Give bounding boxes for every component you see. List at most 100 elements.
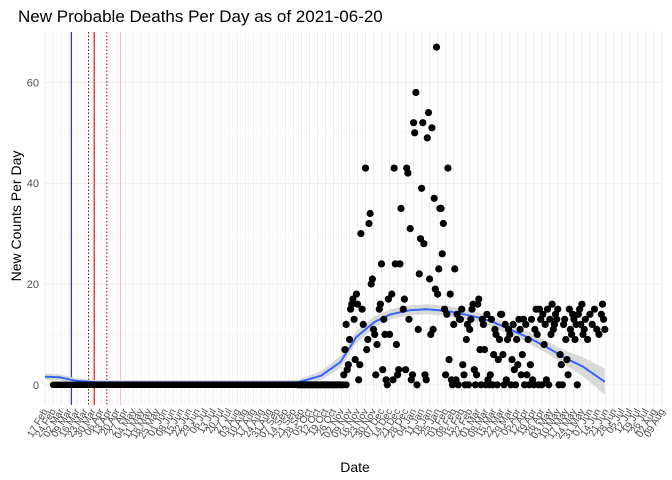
data-point [454, 381, 462, 389]
data-point [422, 376, 430, 384]
data-point [361, 164, 370, 172]
data-point [539, 310, 547, 318]
data-point [388, 290, 396, 298]
chart-title: New Probable Deaths Per Day as of 2021-0… [18, 7, 383, 26]
data-point [435, 265, 443, 273]
data-point [443, 310, 451, 318]
data-point [404, 169, 412, 177]
data-point [490, 351, 498, 359]
data-point [439, 219, 447, 228]
data-point [573, 381, 581, 389]
data-point [517, 371, 525, 379]
data-point [471, 381, 479, 389]
data-point [408, 371, 417, 379]
data-point [535, 305, 544, 313]
data-point [545, 381, 553, 389]
data-point [430, 194, 438, 202]
data-point [344, 361, 352, 369]
data-point [411, 129, 419, 137]
data-point [399, 305, 407, 313]
data-point [499, 351, 507, 359]
data-point [371, 330, 379, 338]
data-point [456, 315, 465, 323]
y-tick-label: 20 [27, 279, 39, 291]
data-point [429, 325, 437, 333]
data-point [405, 315, 413, 323]
data-point [419, 119, 427, 127]
data-point [494, 356, 502, 364]
data-point [548, 300, 556, 308]
data-point [581, 315, 589, 323]
data-point [413, 381, 421, 389]
data-point [412, 88, 420, 97]
data-point [349, 295, 357, 303]
data-point [368, 275, 376, 283]
data-point [584, 335, 592, 344]
data-point [342, 381, 350, 389]
confidence-band [45, 304, 605, 395]
x-axis-label: Date [340, 459, 370, 475]
data-point [509, 320, 517, 328]
data-point [396, 260, 404, 268]
data-point [558, 381, 567, 389]
data-point [473, 371, 481, 379]
data-point [595, 330, 603, 338]
data-point [420, 240, 428, 248]
data-point [356, 361, 364, 369]
data-point [543, 305, 552, 313]
y-tick-label: 0 [33, 380, 39, 392]
grid [44, 31, 663, 405]
data-point [511, 381, 520, 389]
data-point [357, 230, 365, 238]
data-point [526, 361, 535, 369]
data-point [540, 340, 548, 349]
data-point [553, 315, 561, 323]
data-point [493, 381, 501, 389]
data-point [397, 204, 405, 212]
smooth-band [45, 304, 605, 395]
data-points [49, 43, 609, 389]
data-point [498, 310, 506, 318]
data-point [527, 315, 536, 323]
data-point [486, 371, 494, 379]
y-tick-label: 60 [27, 77, 39, 89]
data-point [423, 134, 431, 142]
data-point [546, 315, 554, 323]
data-point [556, 351, 564, 359]
data-point [400, 295, 408, 303]
data-point [364, 335, 372, 344]
data-point [495, 335, 504, 344]
data-point [487, 315, 495, 323]
data-point [410, 119, 418, 127]
data-point [462, 335, 470, 344]
data-point [464, 381, 473, 389]
data-point [390, 164, 398, 172]
data-point [352, 290, 360, 298]
data-point [351, 356, 359, 364]
data-point [386, 330, 394, 338]
data-point [406, 225, 414, 233]
data-point [510, 366, 518, 374]
data-point [372, 371, 380, 379]
data-point [601, 325, 609, 333]
data-point [523, 371, 531, 379]
data-point [376, 300, 384, 308]
data-point [434, 290, 442, 298]
data-point [554, 305, 562, 313]
data-point [373, 340, 381, 349]
y-tick-label: 40 [27, 178, 39, 190]
data-point [483, 310, 491, 318]
data-point [450, 320, 458, 328]
data-point [562, 335, 570, 344]
data-point [377, 260, 386, 268]
data-point [341, 346, 349, 354]
data-point [479, 320, 487, 328]
data-point [365, 219, 373, 228]
data-point [564, 371, 572, 379]
data-point [565, 305, 573, 313]
data-point [389, 376, 397, 384]
data-point [590, 305, 599, 313]
data-point [437, 204, 445, 212]
